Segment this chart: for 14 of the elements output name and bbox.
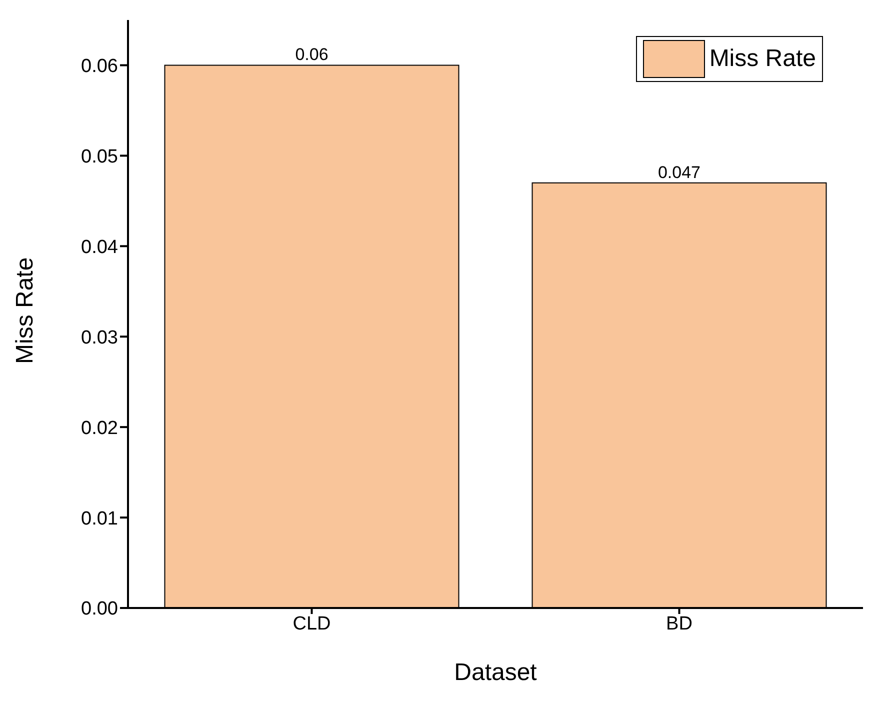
y-tick-label: 0.03: [81, 327, 118, 348]
y-tick-label: 0.04: [81, 236, 118, 258]
y-tick-label: 0.00: [81, 598, 118, 620]
data-label: 0.047: [658, 162, 701, 182]
legend-label: Miss Rate: [709, 45, 816, 73]
x-tick-label: BD: [666, 613, 692, 634]
y-tick-label: 0.06: [81, 56, 118, 77]
y-axis-title: Miss Rate: [12, 257, 39, 364]
data-label: 0.06: [295, 45, 328, 64]
y-tick-label: 0.02: [81, 418, 118, 439]
y-tick-label: 0.05: [81, 146, 118, 168]
x-axis-title: Dataset: [454, 659, 538, 686]
y-tick-label: 0.01: [81, 508, 118, 530]
x-tick-label: CLD: [292, 613, 331, 634]
